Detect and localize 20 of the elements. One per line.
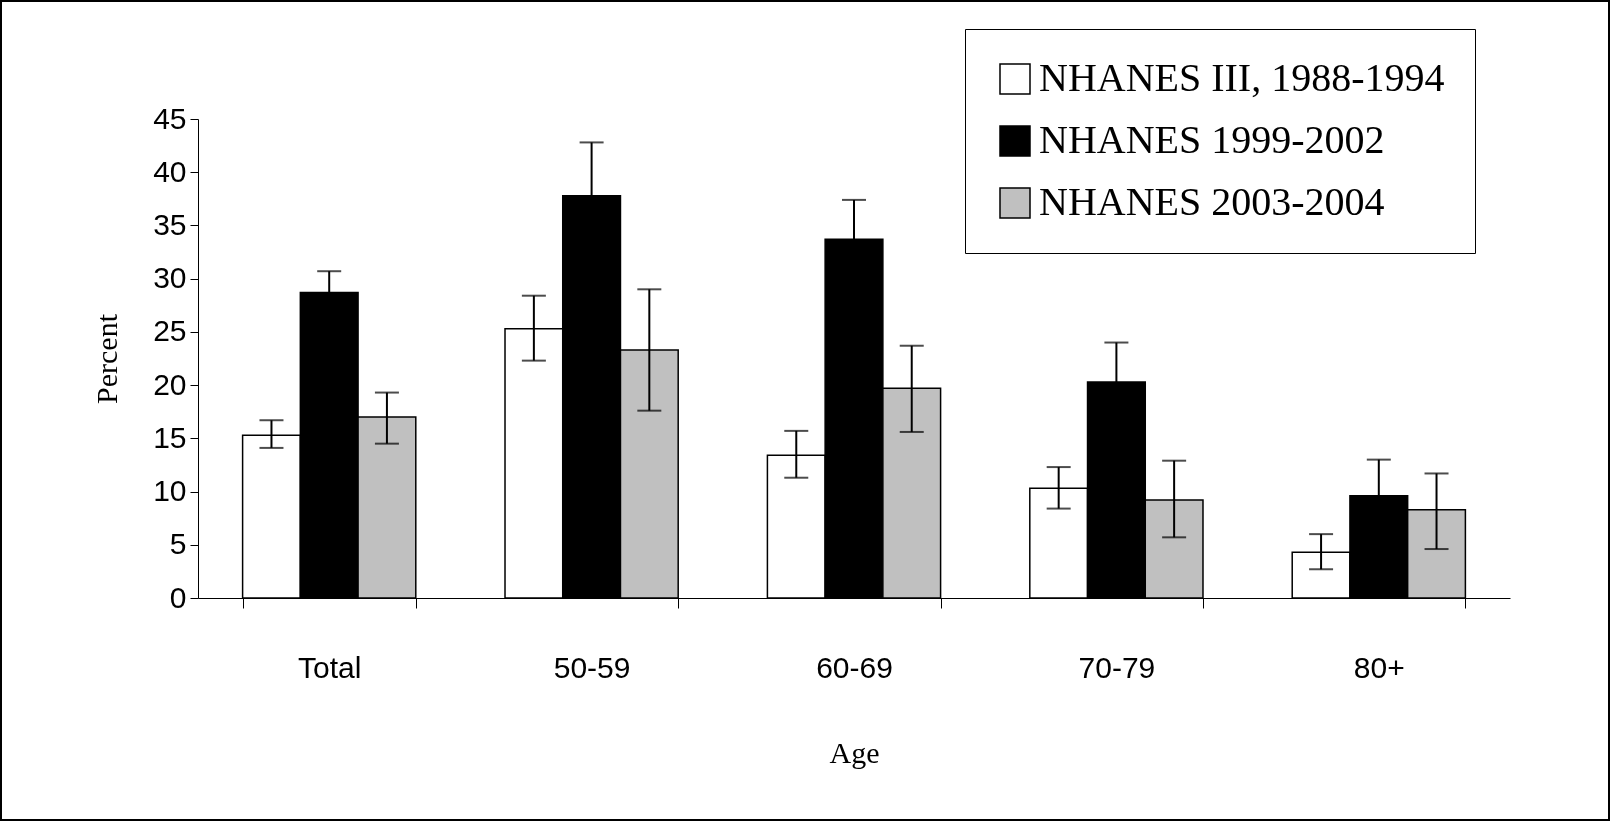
- x-tick-label: Total: [298, 650, 362, 684]
- y-tick-label: 35: [153, 207, 187, 241]
- y-tick-label: 40: [153, 154, 187, 188]
- y-tick-label: 10: [153, 474, 187, 508]
- y-tick-label: 20: [153, 367, 187, 401]
- y-tick-label: 25: [153, 314, 187, 348]
- x-tick-label: 50-59: [553, 650, 631, 684]
- y-tick-label: 5: [169, 527, 187, 561]
- y-tick-label: 45: [153, 101, 187, 135]
- x-axis-title: Age: [829, 735, 880, 769]
- x-tick-label: 70-79: [1078, 650, 1156, 684]
- legend-label: NHANES 2003-2004: [1039, 179, 1385, 224]
- legend-label: NHANES 1999-2002: [1039, 117, 1385, 162]
- legend-label: NHANES III, 1988-1994: [1039, 55, 1445, 100]
- x-tick-label: 60-69: [816, 650, 893, 684]
- x-tick-label: 80+: [1353, 650, 1405, 684]
- y-axis-title: Percent: [90, 313, 124, 404]
- y-tick-label: 0: [169, 580, 187, 614]
- y-tick-label: 15: [153, 420, 187, 454]
- y-tick-label: 30: [153, 261, 187, 295]
